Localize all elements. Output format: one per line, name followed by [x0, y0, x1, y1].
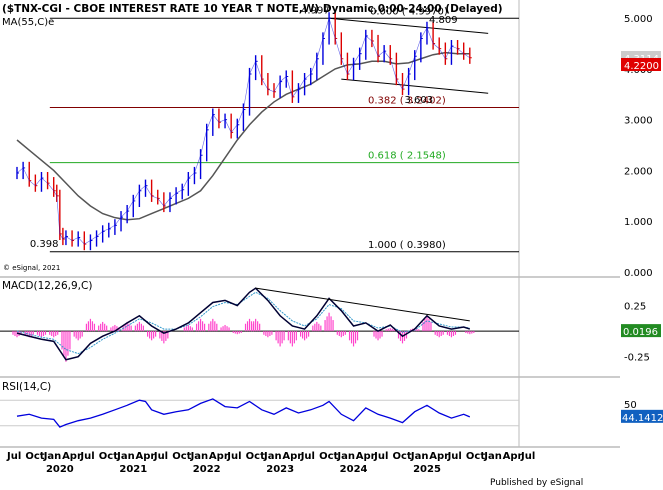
ma-label: MA(55,C)e — [2, 17, 54, 28]
price-annotation: 0.398 — [30, 239, 59, 250]
rsi-y-tick-label: 50 — [624, 400, 637, 411]
x-year-label: 2025 — [413, 464, 441, 475]
x-tick-label: Apr — [136, 451, 156, 462]
x-tick-label: Jan — [483, 451, 502, 462]
x-tick-label: Oct — [172, 451, 191, 462]
price-annotation: 4.809 — [429, 15, 458, 26]
price-y-tick-label: 1.000 — [624, 217, 653, 228]
macd-badge-label: 0.0196 — [623, 327, 658, 338]
macd-label: MACD(12,26,9,C) — [2, 280, 92, 292]
fib-level-label: 0.618 ( 2.1548) — [368, 151, 446, 162]
macd-badge-bg — [621, 324, 661, 338]
price-trendline — [341, 78, 489, 94]
x-tick-label: Jan — [336, 451, 355, 462]
price-badge-label: 4.2200 — [624, 61, 659, 72]
x-tick-label: Jul — [300, 451, 315, 462]
x-tick-label: Apr — [62, 451, 82, 462]
x-tick-label: Jan — [263, 451, 282, 462]
fib-level-label: 0.000 ( 4.9970) — [370, 6, 448, 17]
x-tick-label: Apr — [429, 451, 449, 462]
rsi-line — [16, 398, 471, 428]
x-tick-label: Apr — [503, 451, 523, 462]
x-tick-label: Oct — [246, 451, 265, 462]
rsi-badge-bg — [621, 409, 663, 423]
x-tick-label: Jan — [116, 451, 135, 462]
published-label: Published by eSignal — [490, 478, 583, 488]
x-tick-label: Jan — [410, 451, 429, 462]
x-year-label: 2022 — [193, 464, 221, 475]
macd-y-tick-label: -0.25 — [624, 353, 650, 364]
price-y-tick-label: 5.000 — [624, 14, 653, 25]
x-year-label: 2024 — [340, 464, 368, 475]
rsi-badge-label: 44.1412 — [622, 413, 663, 424]
price-line — [16, 17, 470, 245]
copyright-label: © eSignal, 2021 — [3, 264, 60, 272]
x-tick-label: Oct — [99, 451, 118, 462]
macd-trendline — [255, 287, 470, 322]
x-year-label: 2023 — [266, 464, 294, 475]
x-tick-label: Jul — [447, 451, 462, 462]
x-tick-label: Oct — [319, 451, 338, 462]
x-tick-label: Oct — [393, 451, 412, 462]
macd-y-tick-label: 0.25 — [624, 302, 646, 313]
x-tick-label: Jul — [153, 451, 168, 462]
macd-line — [16, 287, 471, 361]
fib-level-label: 0.382 ( 3.2402) — [368, 95, 446, 106]
x-tick-label: Oct — [25, 451, 44, 462]
price-y-tick-label: 2.000 — [624, 166, 653, 177]
chart-title: ($TNX-CGI - CBOE INTEREST RATE 10 YEAR T… — [2, 3, 503, 15]
x-tick-label: Jul — [520, 451, 535, 462]
macd-signal-line — [16, 291, 470, 355]
x-tick-label: Jan — [190, 451, 209, 462]
price-badge-bg — [621, 58, 661, 71]
x-tick-label: Apr — [356, 451, 376, 462]
fib-level-label: 1.000 ( 0.3980) — [368, 240, 446, 251]
price-trendline — [329, 17, 489, 34]
x-year-label: 2021 — [119, 464, 147, 475]
x-year-label: 2020 — [46, 464, 74, 475]
price-y-tick-label: 0.000 — [624, 268, 653, 279]
price-y-tick-label: 3.000 — [624, 116, 653, 127]
x-tick-label: Apr — [282, 451, 302, 462]
x-tick-label: Jul — [373, 451, 388, 462]
rsi-label: RSI(14,C) — [2, 381, 51, 393]
price-annotation: 3.603 — [405, 95, 434, 106]
x-tick-label: Jul — [79, 451, 94, 462]
ma-line — [16, 51, 470, 221]
x-tick-label: Jan — [43, 451, 62, 462]
price-annotation: 4.997 — [301, 5, 330, 16]
x-tick-label: Jul — [6, 451, 21, 462]
x-tick-label: Jul — [226, 451, 241, 462]
x-tick-label: Oct — [466, 451, 485, 462]
x-tick-label: Apr — [209, 451, 229, 462]
